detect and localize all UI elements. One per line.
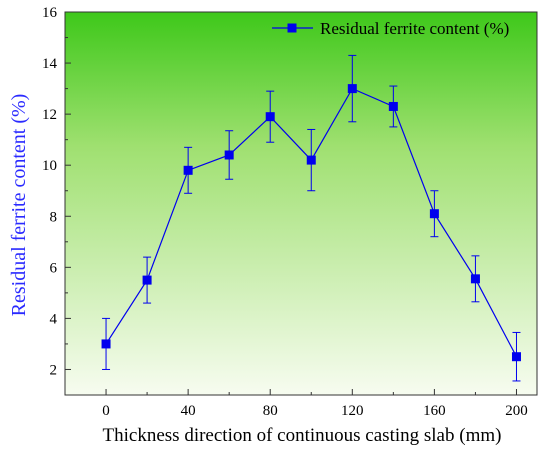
y-tick-label: 4	[50, 311, 58, 327]
legend: Residual ferrite content (%)	[272, 19, 509, 38]
legend-marker	[287, 23, 297, 33]
data-point	[347, 84, 357, 94]
data-series	[101, 54, 521, 382]
y-tick-label: 6	[50, 260, 58, 276]
data-point	[511, 352, 521, 362]
x-tick-label: 160	[423, 403, 446, 419]
data-point	[470, 274, 480, 284]
x-tick-label: 0	[102, 403, 110, 419]
data-point	[101, 339, 111, 349]
data-point	[306, 155, 316, 165]
data-point	[429, 209, 439, 219]
y-tick-label: 14	[42, 56, 58, 72]
x-tick-label: 40	[181, 403, 196, 419]
y-axis-ticks: 2 4 6 8 10 12 14 16	[42, 5, 71, 396]
x-axis-ticks: 0 40 80 120 160 200	[102, 389, 528, 419]
x-tick-label: 80	[263, 403, 278, 419]
plot-area	[64, 11, 538, 396]
data-point	[265, 112, 275, 122]
data-point	[142, 275, 152, 285]
y-tick-label: 16	[42, 5, 58, 21]
data-point	[224, 150, 234, 160]
y-tick-label: 8	[50, 209, 58, 225]
legend-label: Residual ferrite content (%)	[320, 19, 509, 38]
y-tick-label: 2	[50, 362, 58, 378]
y-tick-label: 12	[42, 107, 57, 123]
data-point	[183, 165, 193, 175]
y-axis-title: Residual ferrite content (%)	[8, 94, 30, 317]
x-axis-title: Thickness direction of continuous castin…	[103, 425, 502, 446]
x-tick-label: 120	[341, 403, 364, 419]
y-tick-label: 10	[42, 158, 57, 174]
x-tick-label: 200	[505, 403, 528, 419]
data-point	[388, 101, 398, 111]
